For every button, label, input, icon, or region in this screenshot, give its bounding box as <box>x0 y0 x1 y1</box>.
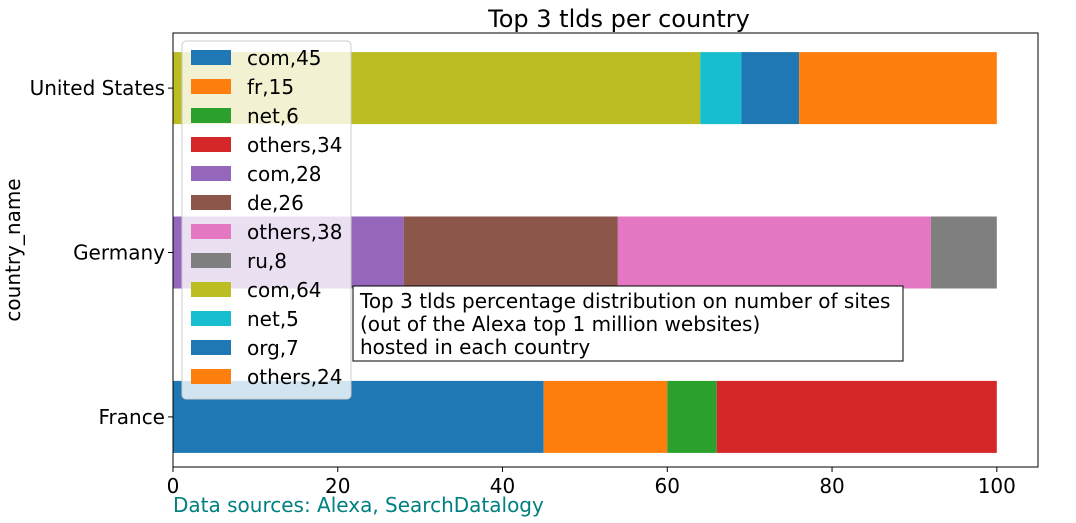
legend: com,45 fr,15 net,6 others,34 com,28 de,26 othe… <box>181 40 352 400</box>
plot-frame <box>172 32 1039 468</box>
bar-france-net <box>667 380 717 453</box>
axes-layer: 0 20 40 60 80 100 France Germany United States <box>30 32 1039 498</box>
legend-box <box>181 40 352 400</box>
bar-germany-ru <box>930 216 997 289</box>
legend-label: com,28 <box>247 162 322 186</box>
legend-label: others,38 <box>247 220 343 244</box>
bar-france-fr <box>543 380 668 453</box>
legend-swatch <box>191 79 231 94</box>
x-tick-label: 100 <box>978 474 1016 498</box>
legend-swatch <box>191 369 231 384</box>
legend-label: org,7 <box>247 336 299 360</box>
legend-label: others,24 <box>247 365 343 389</box>
bar-united-states-net <box>700 52 742 125</box>
legend-label: net,6 <box>247 104 299 128</box>
y-tick-label: Germany <box>73 241 165 265</box>
bar-united-states-org <box>741 52 800 125</box>
x-tick-label: 80 <box>819 474 844 498</box>
annotation-line: hosted in each country <box>360 335 590 359</box>
bar-germany-de <box>403 216 618 289</box>
legend-label: com,64 <box>247 278 322 302</box>
bar-united-states-others <box>799 52 997 125</box>
legend-swatch <box>191 195 231 210</box>
x-tick-label: 20 <box>325 474 350 498</box>
legend-swatch <box>191 224 231 239</box>
legend-label: ru,8 <box>247 249 287 273</box>
x-tick-label: 0 <box>167 474 180 498</box>
legend-swatch <box>191 311 231 326</box>
legend-swatch <box>191 340 231 355</box>
annotation-line: Top 3 tlds percentage distribution on nu… <box>359 289 890 313</box>
legend-swatch <box>191 137 231 152</box>
legend-label: others,34 <box>247 133 343 157</box>
source-note: Data sources: Alexa, SearchDatalogy <box>173 493 544 517</box>
x-tick-label: 60 <box>655 474 680 498</box>
legend-swatch <box>191 108 231 123</box>
legend-label: net,5 <box>247 307 299 331</box>
y-axis-label: country_name <box>1 178 25 321</box>
annotation-layer: Top 3 tlds percentage distribution on nu… <box>352 285 904 362</box>
legend-swatch <box>191 253 231 268</box>
legend-label: com,45 <box>247 46 322 70</box>
legend-label: de,26 <box>247 191 304 215</box>
y-tick-label: United States <box>30 76 165 100</box>
legend-swatch <box>191 282 231 297</box>
x-tick-label: 40 <box>490 474 515 498</box>
bar-france-others <box>716 380 997 453</box>
annotation-line: (out of the Alexa top 1 million websites… <box>360 312 760 336</box>
bar-germany-others <box>617 216 931 289</box>
legend-swatch <box>191 166 231 181</box>
y-tick-label: France <box>98 405 165 429</box>
legend-label: fr,15 <box>247 75 294 99</box>
legend-swatch <box>191 50 231 65</box>
annotation-box <box>352 285 904 362</box>
chart-title: Top 3 tlds per country <box>487 5 750 33</box>
